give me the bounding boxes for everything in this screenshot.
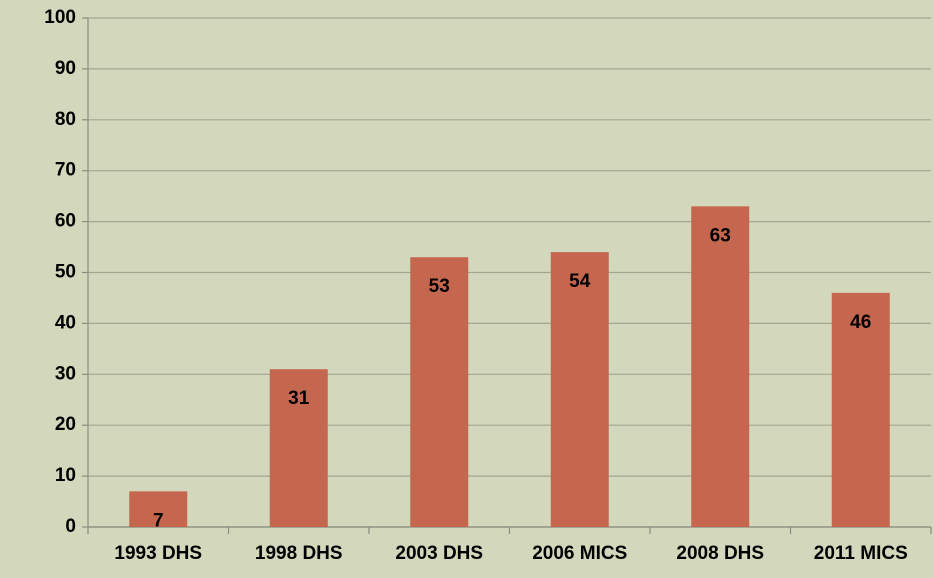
bar xyxy=(550,252,609,527)
data-label: 54 xyxy=(569,271,591,292)
x-tick-label: 1998 DHS xyxy=(255,543,343,564)
x-tick-label: 2011 MICS xyxy=(814,543,908,564)
bar xyxy=(831,292,890,527)
data-label: 53 xyxy=(429,276,450,297)
y-tick-label: 10 xyxy=(55,465,76,486)
y-tick-label: 30 xyxy=(55,363,76,384)
x-tick-label: 2003 DHS xyxy=(395,543,483,564)
y-tick-label: 50 xyxy=(55,262,76,283)
data-label: 7 xyxy=(153,510,164,531)
bar xyxy=(129,491,188,527)
data-label: 31 xyxy=(288,388,310,409)
bar xyxy=(269,369,328,527)
bar xyxy=(410,257,469,527)
bar xyxy=(691,206,750,527)
y-tick-label: 60 xyxy=(55,211,76,232)
x-tick-label: 2006 MICS xyxy=(532,543,627,564)
y-tick-label: 40 xyxy=(55,312,76,333)
y-tick-label: 20 xyxy=(55,414,76,435)
y-tick-label: 100 xyxy=(44,7,76,28)
y-tick-label: 0 xyxy=(65,516,76,537)
y-tick-label: 80 xyxy=(55,109,76,130)
x-tick-label: 1993 DHS xyxy=(114,543,202,564)
data-label: 63 xyxy=(710,225,731,246)
y-tick-label: 90 xyxy=(55,58,76,79)
data-label: 46 xyxy=(850,312,871,333)
x-tick-label: 2008 DHS xyxy=(676,543,764,564)
y-tick-label: 70 xyxy=(55,160,76,181)
